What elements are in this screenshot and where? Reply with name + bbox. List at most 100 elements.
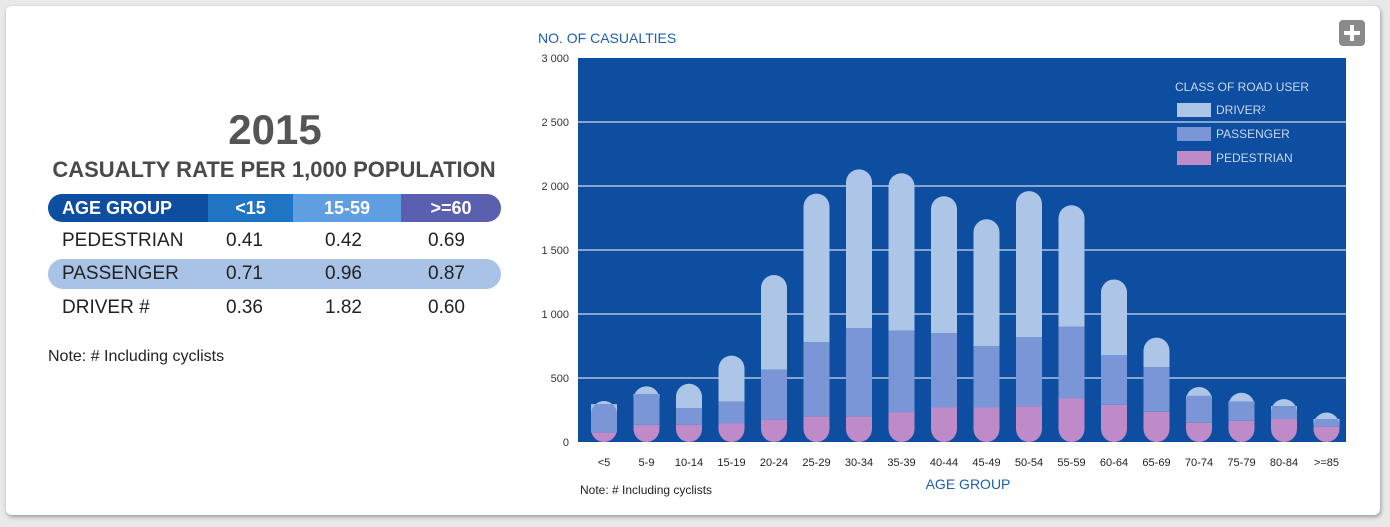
x-tick-label: 70-74 — [1185, 457, 1213, 469]
table-note: Note: # Including cyclists — [48, 348, 225, 365]
x-tick-label: 75-79 — [1227, 457, 1255, 469]
bar-pedestrian — [676, 424, 702, 442]
bar-passenger — [591, 404, 617, 433]
bar-pedestrian — [761, 419, 787, 442]
bar-pedestrian — [633, 424, 660, 442]
bar-passenger — [931, 333, 957, 408]
cell: 0.71 — [226, 263, 263, 284]
x-axis-title: AGE GROUP — [926, 476, 1011, 492]
expand-plus-icon[interactable] — [1339, 20, 1365, 46]
bar-driver — [846, 169, 872, 329]
bar-passenger — [888, 330, 915, 413]
cell: 0.69 — [428, 230, 465, 251]
bar-driver — [1016, 191, 1042, 338]
x-tick-label: 35-39 — [887, 457, 915, 469]
header-age-group: AGE GROUP — [48, 194, 208, 222]
x-tick-label: 30-34 — [845, 457, 873, 469]
x-tick-label: 15-19 — [717, 457, 745, 469]
bar-driver — [761, 274, 787, 370]
bar-passenger — [676, 408, 702, 425]
table-title: CASUALTY RATE PER 1,000 POPULATION — [52, 157, 496, 182]
x-tick-label: 45-49 — [972, 457, 1000, 469]
y-tick-label: 0 — [563, 437, 569, 449]
bar-driver — [1271, 399, 1297, 413]
x-tick-label: 60-64 — [1100, 457, 1128, 469]
y-tick-label: 3 000 — [541, 53, 569, 65]
x-tick-label: 55-59 — [1057, 457, 1085, 469]
cell: 0.41 — [226, 230, 263, 251]
bar-passenger — [803, 342, 830, 417]
x-tick-label: 5-9 — [639, 457, 655, 469]
bar-driver — [718, 355, 745, 402]
table-row: DRIVER # 0.36 1.82 0.60 — [48, 291, 501, 324]
bar-driver — [1228, 392, 1255, 406]
bar-driver — [1058, 205, 1085, 327]
bar-driver — [591, 401, 617, 415]
legend-title: CLASS OF ROAD USER — [1175, 80, 1309, 94]
bar-driver — [1313, 412, 1340, 426]
cell: 0.36 — [226, 297, 263, 318]
legend: CLASS OF ROAD USER DRIVER² PASSENGER PED… — [1167, 80, 1318, 165]
y-axis-title: NO. OF CASUALTIES — [538, 30, 676, 46]
x-tick-label: >=85 — [1314, 457, 1339, 469]
bar-driver — [1101, 279, 1127, 355]
bar-pedestrian — [1058, 398, 1085, 442]
x-tick-label: 40-44 — [930, 457, 958, 469]
x-tick-label: <5 — [598, 457, 611, 469]
bar-driver — [803, 193, 830, 343]
x-tick-label: 10-14 — [675, 457, 703, 469]
bar-pedestrian — [718, 423, 745, 442]
bar-pedestrian — [1228, 420, 1255, 442]
table-year: 2015 — [228, 106, 322, 153]
table-row: PASSENGER 0.71 0.96 0.87 — [48, 259, 501, 289]
casualty-rate-table: AGE GROUP <15 15-59 >=60 PEDESTRIAN 0.41… — [48, 194, 501, 324]
bar-driver — [1186, 386, 1212, 400]
legend-label-pedestrian: PEDESTRIAN — [1216, 151, 1293, 165]
x-tick-label: 65-69 — [1142, 457, 1170, 469]
header-under-15: <15 — [208, 194, 293, 222]
bar-passenger — [633, 394, 660, 425]
bar-passenger — [973, 346, 1000, 408]
legend-label-passenger: PASSENGER — [1216, 127, 1290, 141]
bar-pedestrian — [1143, 411, 1170, 442]
bar-pedestrian — [846, 416, 872, 442]
legend-label-driver: DRIVER² — [1216, 103, 1265, 117]
y-tick-label: 2 500 — [541, 117, 569, 129]
bar-driver — [633, 386, 660, 400]
y-tick-label: 1 500 — [541, 245, 569, 257]
bar-passenger — [761, 369, 787, 420]
x-tick-label: 25-29 — [802, 457, 830, 469]
header-15-59: 15-59 — [293, 194, 401, 222]
bar-passenger — [1228, 401, 1255, 421]
bar-passenger — [1143, 367, 1170, 412]
bar-driver — [676, 383, 702, 409]
bar-driver — [973, 219, 1000, 346]
x-tick-label: 50-54 — [1015, 457, 1043, 469]
bar-pedestrian — [591, 429, 617, 442]
bar-passenger — [1058, 326, 1085, 399]
legend-swatch-passenger — [1177, 127, 1211, 141]
table-row: PEDESTRIAN 0.41 0.42 0.69 — [48, 224, 501, 257]
cell: 0.60 — [428, 297, 465, 318]
bar-passenger — [1271, 406, 1297, 419]
bar-passenger — [1313, 418, 1340, 427]
bar-pedestrian — [931, 407, 957, 442]
bar-pedestrian — [1313, 426, 1340, 442]
bar-passenger — [1101, 354, 1127, 405]
bar-passenger — [846, 328, 872, 417]
header-60-plus: >=60 — [401, 194, 501, 222]
bar-pedestrian — [803, 416, 830, 442]
legend-swatch-pedestrian — [1177, 151, 1211, 165]
bar-driver — [931, 196, 957, 334]
row-label-driver: DRIVER # — [62, 297, 150, 318]
bar-driver — [888, 173, 915, 331]
bar-passenger — [1016, 337, 1042, 407]
bar-driver — [1143, 337, 1170, 368]
bar-pedestrian — [1186, 422, 1212, 442]
y-tick-label: 500 — [551, 373, 569, 385]
legend-swatch-driver — [1177, 103, 1211, 117]
row-label-pedestrian: PEDESTRIAN — [62, 230, 184, 251]
bar-pedestrian — [1101, 404, 1127, 442]
cell: 0.87 — [428, 263, 465, 284]
